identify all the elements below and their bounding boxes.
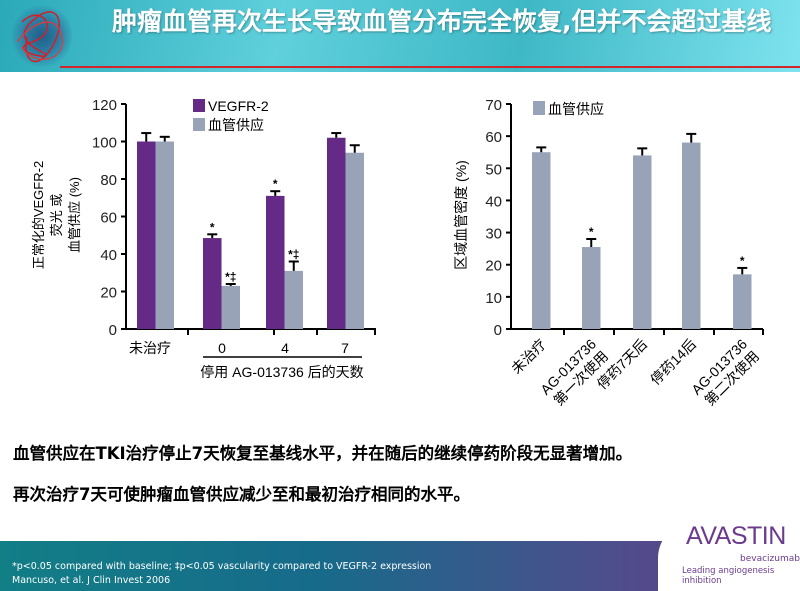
x-tick-label: 未治疗: [129, 340, 171, 356]
y-tick-label: 80: [100, 172, 117, 189]
significance-marker: *‡: [288, 248, 299, 262]
y-axis-label: 正常化的VEGFR-2: [31, 161, 46, 269]
x-tick-label: 4: [281, 340, 289, 356]
bar: [733, 274, 752, 329]
bar: [345, 152, 364, 329]
y-axis-label: 区域血管密度 (%): [453, 160, 469, 270]
bar: [221, 285, 240, 329]
y-tick-label: 40: [485, 193, 502, 210]
legend-swatch: [533, 101, 545, 115]
y-axis-label: 血管供应 (%): [67, 177, 82, 253]
y-tick-label: 70: [485, 97, 502, 114]
y-tick-label: 10: [485, 290, 502, 307]
y-tick-label: 60: [100, 210, 117, 227]
legend-swatch: [193, 99, 205, 112]
significance-marker: *‡: [225, 270, 236, 284]
bar: [137, 141, 156, 329]
y-tick-label: 20: [485, 258, 502, 275]
y-tick-label: 0: [109, 322, 117, 339]
y-tick-label: 20: [100, 285, 117, 302]
y-tick-label: 30: [485, 226, 502, 243]
y-tick-label: 100: [92, 135, 117, 152]
legend-label: 血管供应: [548, 101, 604, 117]
bar: [582, 247, 601, 329]
legend-label: VEGFR-2: [208, 98, 269, 114]
significance-marker: *: [210, 220, 215, 234]
bar: [682, 142, 701, 329]
citation: Mancuso, et al. J Clin Invest 2006: [12, 575, 171, 586]
header-banner: [0, 0, 800, 72]
y-tick-label: 0: [494, 322, 502, 339]
y-tick-label: 50: [485, 161, 502, 178]
page-title: 肿瘤血管再次生长导致血管分布完全恢复,但并不会超过基线: [112, 7, 772, 36]
significance-marker: *: [589, 225, 594, 239]
bar: [532, 152, 551, 329]
bar: [284, 270, 303, 329]
bar: [203, 238, 222, 329]
legend-label: 血管供应: [208, 117, 264, 133]
bar: [266, 195, 285, 329]
y-tick-label: 120: [92, 97, 117, 114]
blood-vessel-logo-icon: [12, 2, 72, 70]
body-text-2: 再次治疗7天可使肿瘤血管供应减少至和最初治疗相同的水平。: [13, 485, 470, 504]
x-axis-label: 停用 AG-013736 后的天数: [200, 364, 363, 380]
header-divider: [60, 66, 800, 68]
x-tick-label: 0: [218, 340, 226, 356]
y-tick-label: 40: [100, 247, 117, 264]
x-tick-label: 7: [341, 340, 349, 356]
brand-panel: [658, 522, 800, 591]
significance-marker: *: [740, 254, 745, 268]
brand-logo: AVASTIN: [686, 522, 786, 550]
body-text-1: 血管供应在TKI治疗停止7天恢复至基线水平，并在随后的继续停药阶段无显著增加。: [13, 444, 633, 463]
x-tick-label: 未治疗: [508, 336, 549, 377]
bar: [633, 155, 652, 329]
y-tick-label: 60: [485, 129, 502, 146]
brand-tagline: Leading angiogenesis inhibition: [682, 566, 775, 586]
legend-swatch: [193, 118, 205, 131]
bar: [327, 137, 346, 329]
x-tick-label: 停药14后: [647, 336, 699, 388]
bar: [155, 141, 174, 329]
y-axis-label: 荧光 或: [49, 194, 64, 237]
significance-marker: *: [273, 177, 278, 191]
brand-subtitle: bevacizumab: [740, 554, 800, 564]
footnote: *p<0.05 compared with baseline; ‡p<0.05 …: [12, 561, 432, 572]
